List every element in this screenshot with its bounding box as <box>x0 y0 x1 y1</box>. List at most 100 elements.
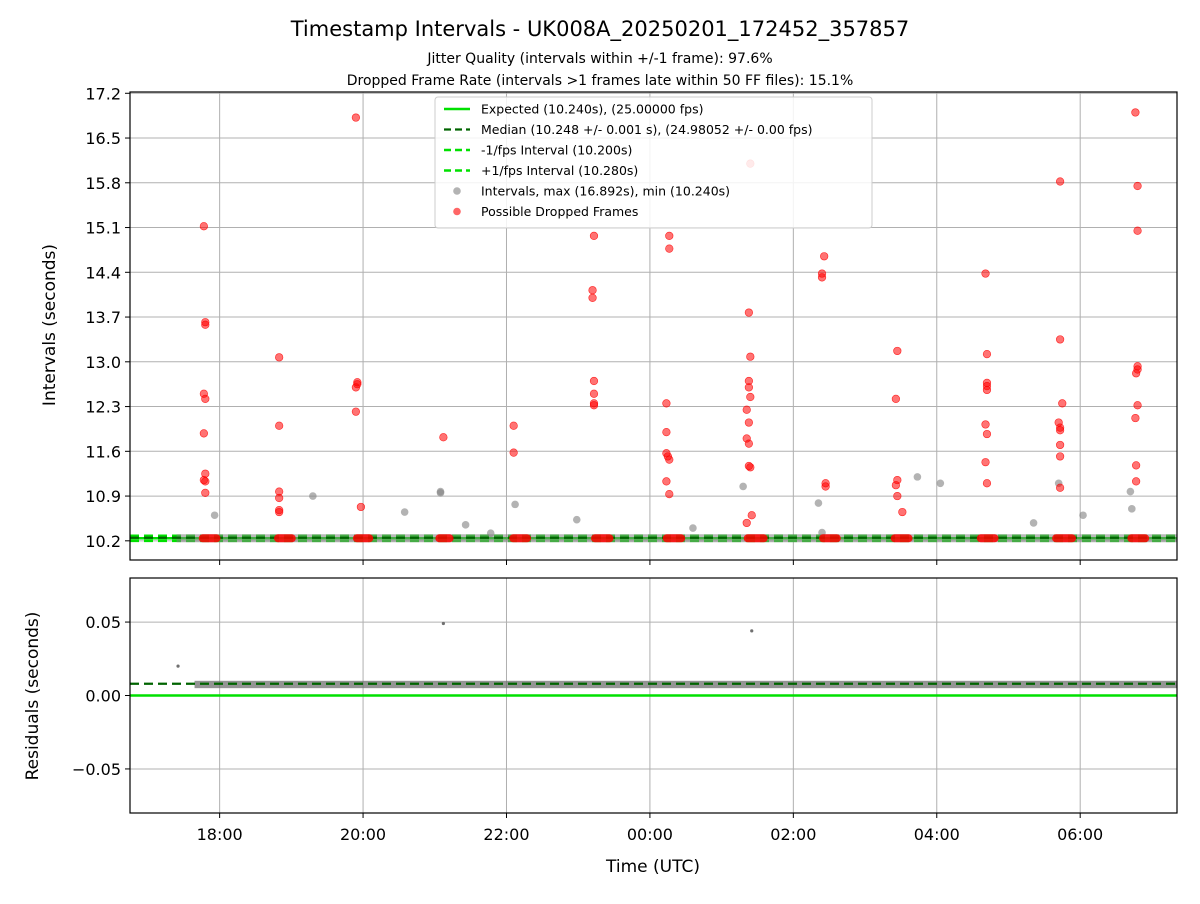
dropped-frame-cluster <box>435 534 454 543</box>
legend-label: Intervals, max (16.892s), min (10.240s) <box>481 184 730 199</box>
dropped-frame-point <box>665 231 674 240</box>
intervals-y-ticks: 10.2 10.9 11.6 12.3 13.0 13.7 14.4 15.1 15.8 16.5… <box>85 84 130 551</box>
intervals-x-ticks <box>219 560 1081 565</box>
interval-point <box>689 524 697 532</box>
dropped-frame-point <box>588 286 597 295</box>
dropped-frame-point <box>589 376 599 386</box>
residuals-x-label: Time (UTC) <box>605 857 700 877</box>
dropped-frame-cluster <box>662 534 686 543</box>
dropped-frame-point <box>981 420 990 429</box>
interval-point <box>936 479 945 488</box>
dropped-frame-point <box>891 481 900 490</box>
dropped-frame-point <box>665 244 674 253</box>
interval-point <box>486 529 495 537</box>
dropped-frame-point <box>275 353 284 362</box>
dropped-frame-point <box>891 394 900 403</box>
legend-swatch-intervals <box>453 187 461 195</box>
dropped-frame-point <box>356 502 366 512</box>
dropped-frame-point <box>662 477 671 486</box>
dropped-frame-cluster <box>198 534 221 543</box>
dropped-frame-point <box>1132 461 1141 470</box>
dropped-frame-point <box>201 477 210 486</box>
dropped-frame-point <box>982 429 992 439</box>
dropped-frame-point <box>893 346 902 356</box>
dropped-frame-point <box>1056 335 1065 344</box>
intervals-y-tick-label: 11.6 <box>85 442 121 461</box>
dropped-frame-point <box>982 479 992 488</box>
intervals-y-tick-label: 10.9 <box>85 487 121 506</box>
residuals-x-tick-label: 02:00 <box>770 825 816 844</box>
dropped-frame-point <box>201 488 210 497</box>
residuals-x-tick-label: 00:00 <box>627 825 673 844</box>
residuals-y-tick-label: 0.05 <box>85 613 121 632</box>
intervals-y-tick-label: 10.2 <box>85 532 121 551</box>
dropped-frame-point <box>509 421 518 430</box>
dropped-frame-point <box>351 407 360 416</box>
dropped-frame-point <box>742 518 751 528</box>
intervals-legend: Expected (10.240s), (25.00000 fps) Median… <box>434 96 873 229</box>
dropped-frame-point <box>201 318 210 327</box>
residuals-panel: 0.05 0.00 −0.05 18:00 20:00 22:00 00:00 02:00 0… <box>23 577 1178 877</box>
legend-label: -1/fps Interval (10.200s) <box>481 143 632 158</box>
dropped-frame-point <box>588 293 597 302</box>
intervals-axes-frame <box>129 91 1178 561</box>
dropped-frame-point <box>589 389 599 398</box>
interval-point <box>436 487 445 496</box>
intervals-y-tick-label: 15.1 <box>85 219 121 238</box>
dropped-frame-cluster <box>1127 534 1150 543</box>
intervals-y-tick-label: 16.5 <box>85 129 121 148</box>
dropped-frame-point <box>1056 483 1065 492</box>
dropped-frame-point <box>1133 181 1142 191</box>
interval-point <box>739 482 747 491</box>
dropped-frame-point <box>199 222 208 231</box>
dropped-frame-point <box>665 455 674 464</box>
dropped-frame-point <box>746 463 755 472</box>
intervals-y-tick-label: 13.7 <box>85 308 121 327</box>
intervals-gray-points <box>210 473 1136 537</box>
intervals-y-tick-label: 12.3 <box>85 398 121 417</box>
residuals-y-label: Residuals (seconds) <box>23 612 43 781</box>
interval-point <box>210 511 219 520</box>
chart-subtitle-dropped: Dropped Frame Rate (intervals >1 frames … <box>347 73 854 89</box>
dropped-frame-point <box>662 399 671 408</box>
dropped-frame-point <box>589 401 599 410</box>
intervals-y-tick-label: 14.4 <box>85 263 121 282</box>
residuals-band <box>194 680 1178 689</box>
dropped-frame-point <box>439 433 448 442</box>
dropped-frame-point <box>351 383 360 392</box>
residuals-y-ticks: 0.05 0.00 −0.05 <box>72 613 130 779</box>
legend-label: +1/fps Interval (10.280s) <box>481 163 638 178</box>
dropped-frame-point <box>1056 177 1065 186</box>
dropped-frame-point <box>744 308 753 317</box>
interval-point <box>1029 519 1038 527</box>
interval-point <box>1126 487 1135 496</box>
dropped-frame-point <box>351 113 360 122</box>
dropped-frame-point <box>665 490 674 499</box>
interval-point <box>400 508 409 516</box>
legend-label: Possible Dropped Frames <box>481 204 638 219</box>
intervals-y-tick-label: 17.2 <box>85 84 121 103</box>
dropped-frame-point <box>1133 226 1142 235</box>
dropped-frame-point <box>981 458 990 467</box>
dropped-frame-point <box>820 252 829 261</box>
dropped-frame-point <box>893 491 902 501</box>
dropped-frame-cluster <box>509 534 532 543</box>
legend-label: Median (10.248 +/- 0.001 s), (24.98052 +… <box>481 122 812 137</box>
dropped-frame-cluster <box>743 534 768 543</box>
interval-point <box>913 473 922 481</box>
intervals-y-tick-label: 13.0 <box>85 353 121 372</box>
dropped-frame-point <box>1058 399 1067 408</box>
dropped-frame-cluster <box>890 534 913 543</box>
dropped-frame-cluster <box>590 534 614 543</box>
residuals-x-tick-label: 20:00 <box>340 825 386 844</box>
residuals-y-tick-label: −0.05 <box>72 760 121 779</box>
residuals-points <box>176 621 1178 689</box>
dropped-frame-point <box>817 273 827 282</box>
dropped-frame-point <box>1132 369 1141 378</box>
dropped-frame-point <box>275 493 284 503</box>
interval-point <box>572 515 581 524</box>
residuals-reference-lines <box>130 682 1177 697</box>
dropped-frame-point <box>981 269 990 278</box>
